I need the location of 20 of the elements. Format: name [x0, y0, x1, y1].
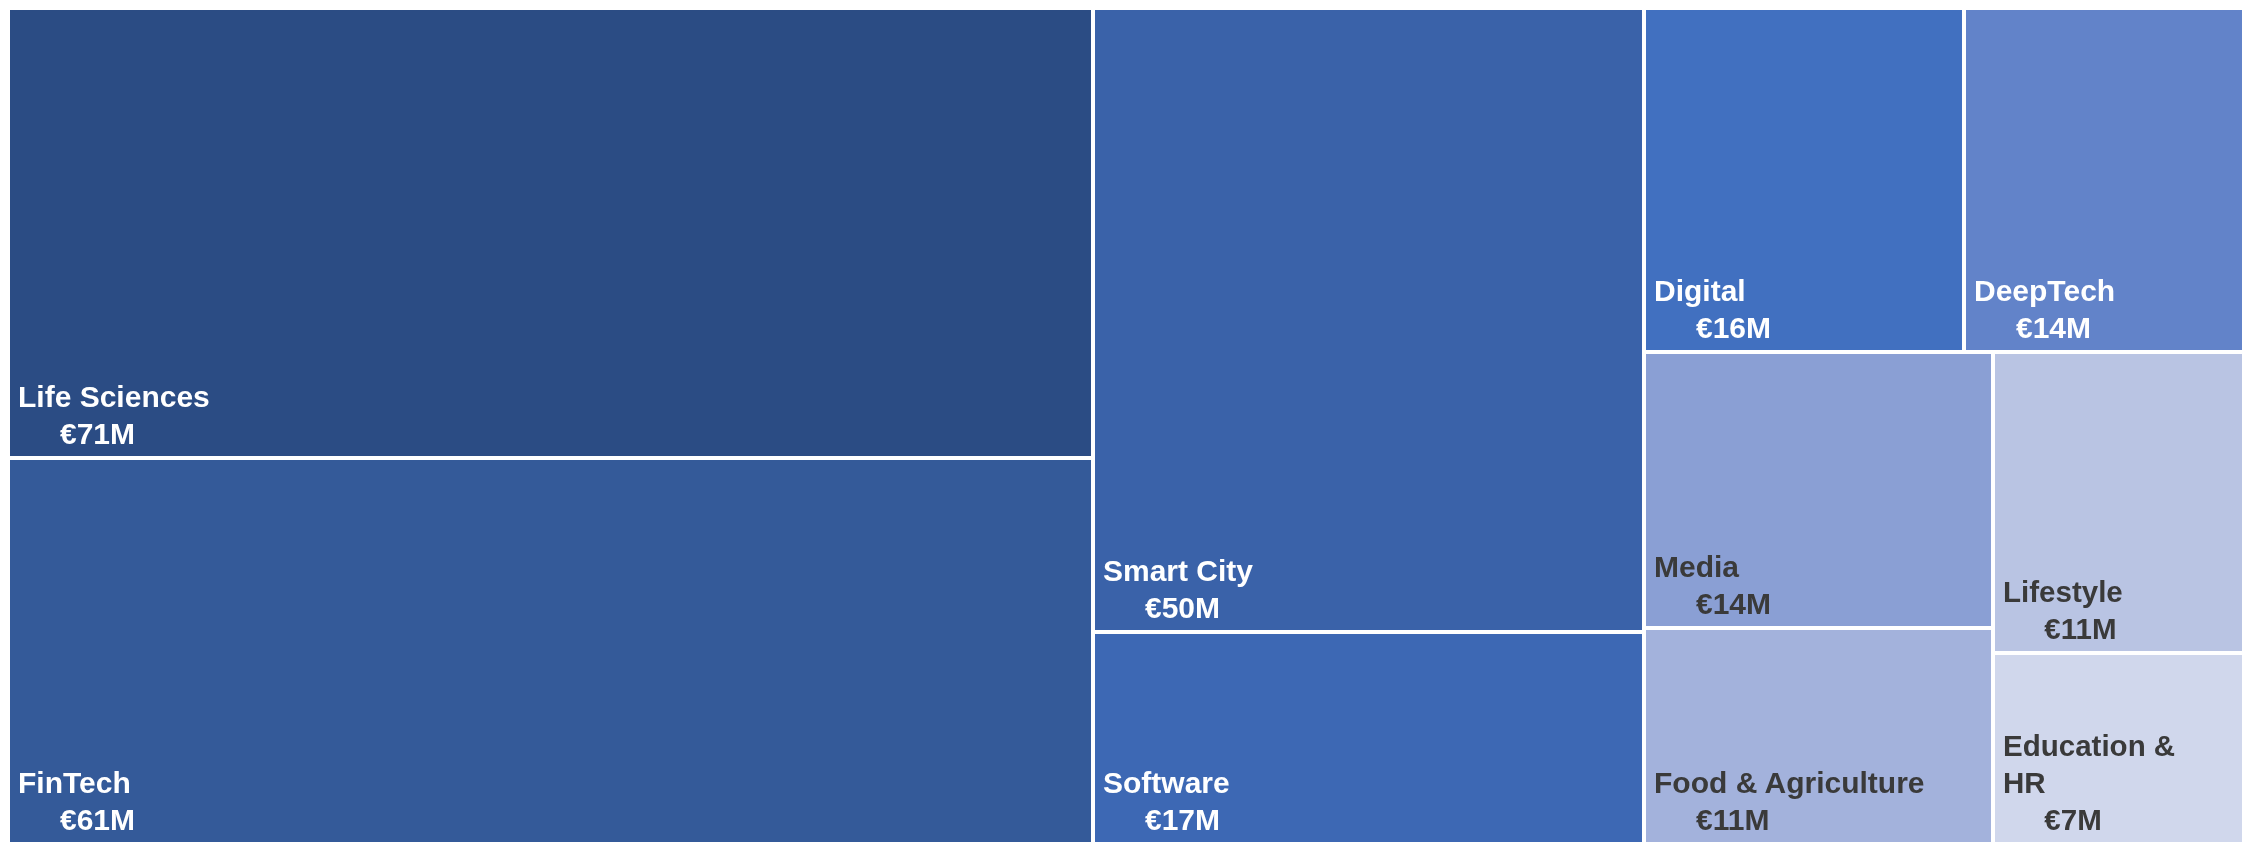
category-label: DeepTech [1974, 273, 2116, 307]
data-label: €14M [2016, 311, 2092, 344]
data-label: €71M [60, 417, 136, 450]
data-label: €14M [1696, 587, 1772, 620]
data-label: €11M [1696, 803, 1770, 836]
data-label: €11M [2044, 612, 2117, 645]
category-label: Smart City [1103, 553, 1254, 587]
data-label: €7M [2044, 803, 2102, 836]
category-label: Lifestyle [2003, 575, 2123, 609]
category-label: Media [1654, 549, 1740, 583]
category-label: Food & Agriculture [1654, 765, 1925, 799]
data-label: €16M [1696, 311, 1772, 344]
data-label: €61M [60, 803, 136, 836]
data-label: €17M [1145, 803, 1221, 836]
data-label: €50M [1145, 591, 1221, 624]
category-label: Education & HR [2003, 729, 2176, 800]
category-label: Life Sciences [18, 379, 210, 413]
category-label: Digital [1654, 273, 1746, 307]
category-label: FinTech [18, 765, 131, 799]
category-label: Software [1103, 765, 1230, 799]
